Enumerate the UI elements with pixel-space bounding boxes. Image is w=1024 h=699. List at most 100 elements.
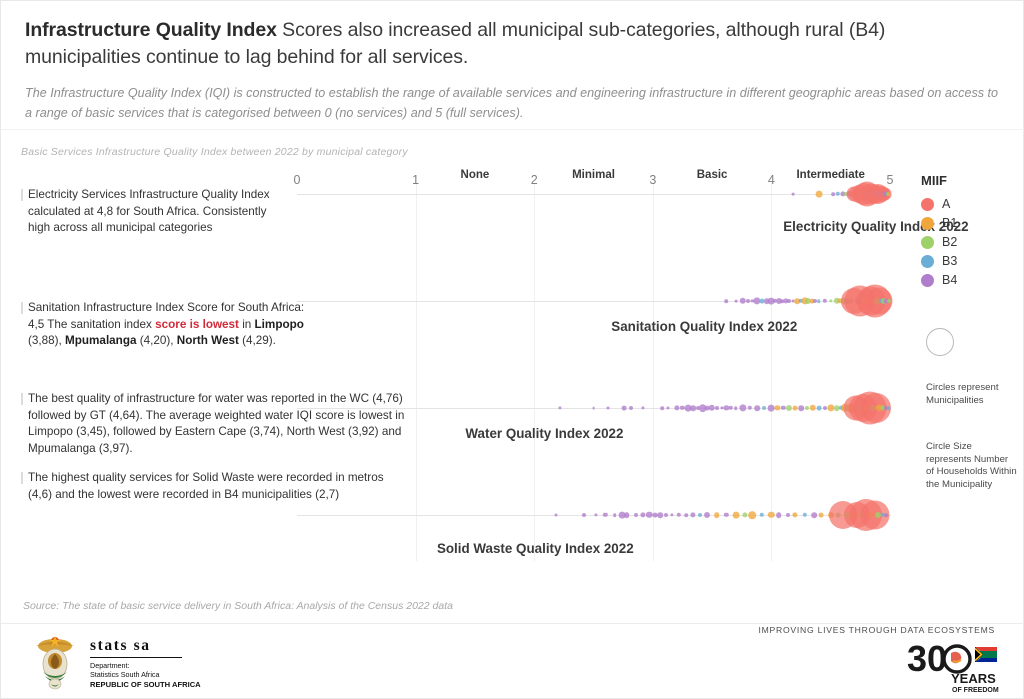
data-point[interactable] bbox=[884, 298, 889, 304]
data-point[interactable] bbox=[822, 406, 827, 410]
data-point[interactable] bbox=[742, 512, 748, 518]
data-point[interactable] bbox=[815, 190, 823, 198]
data-point[interactable] bbox=[618, 511, 626, 519]
data-point[interactable] bbox=[817, 299, 821, 303]
data-point[interactable] bbox=[816, 405, 822, 411]
data-point[interactable] bbox=[708, 404, 716, 412]
data-point[interactable] bbox=[640, 512, 646, 518]
data-point[interactable] bbox=[719, 406, 724, 410]
data-point[interactable] bbox=[734, 406, 738, 410]
data-point[interactable] bbox=[829, 299, 833, 303]
data-point[interactable] bbox=[676, 512, 682, 518]
data-point[interactable] bbox=[704, 405, 710, 411]
data-point[interactable] bbox=[791, 192, 795, 196]
data-point[interactable] bbox=[787, 299, 792, 303]
data-point[interactable] bbox=[772, 298, 778, 304]
data-point[interactable] bbox=[833, 297, 840, 305]
data-point[interactable] bbox=[594, 513, 598, 517]
data-point[interactable] bbox=[844, 192, 849, 196]
data-point[interactable] bbox=[750, 299, 755, 303]
data-point[interactable] bbox=[763, 298, 770, 304]
data-point[interactable] bbox=[734, 299, 738, 303]
data-point[interactable] bbox=[634, 513, 639, 517]
data-point[interactable] bbox=[753, 297, 761, 305]
data-point[interactable] bbox=[680, 405, 685, 411]
data-point[interactable] bbox=[748, 511, 757, 519]
data-point[interactable] bbox=[827, 404, 835, 412]
data-point[interactable] bbox=[804, 406, 809, 410]
data-point[interactable] bbox=[786, 513, 790, 517]
data-point[interactable] bbox=[781, 405, 786, 411]
data-point[interactable] bbox=[606, 406, 610, 410]
data-point[interactable] bbox=[690, 405, 696, 411]
data-point[interactable] bbox=[666, 406, 670, 410]
data-point[interactable] bbox=[724, 299, 729, 303]
data-point[interactable] bbox=[747, 405, 753, 411]
data-point[interactable] bbox=[670, 513, 674, 517]
data-point[interactable] bbox=[673, 405, 680, 411]
data-point[interactable] bbox=[652, 512, 658, 518]
data-point[interactable] bbox=[792, 405, 798, 411]
data-point[interactable] bbox=[739, 404, 747, 412]
data-point[interactable] bbox=[809, 404, 817, 412]
data-point[interactable] bbox=[835, 191, 841, 197]
data-point[interactable] bbox=[876, 404, 883, 412]
data-point[interactable] bbox=[698, 404, 707, 412]
data-point[interactable] bbox=[875, 512, 882, 518]
data-point[interactable] bbox=[880, 405, 886, 411]
data-point[interactable] bbox=[887, 406, 891, 410]
data-point[interactable] bbox=[732, 511, 740, 519]
data-point[interactable] bbox=[811, 512, 817, 518]
data-point[interactable] bbox=[884, 406, 889, 410]
data-point[interactable] bbox=[831, 192, 835, 196]
data-point[interactable] bbox=[837, 298, 843, 304]
data-point[interactable] bbox=[704, 512, 711, 518]
data-point[interactable] bbox=[880, 512, 886, 518]
data-point[interactable] bbox=[684, 404, 692, 412]
data-point[interactable] bbox=[723, 405, 729, 411]
data-point[interactable] bbox=[613, 513, 617, 517]
data-point[interactable] bbox=[818, 512, 824, 518]
data-point[interactable] bbox=[603, 512, 608, 518]
data-point[interactable] bbox=[783, 298, 789, 304]
data-point[interactable] bbox=[767, 404, 775, 412]
data-point[interactable] bbox=[791, 299, 795, 303]
data-point[interactable] bbox=[798, 405, 804, 411]
data-point[interactable] bbox=[794, 298, 801, 304]
legend-item-b3[interactable]: B3 bbox=[921, 254, 1021, 268]
data-point[interactable] bbox=[886, 299, 891, 303]
legend-item-a[interactable]: A bbox=[921, 197, 1021, 211]
data-point[interactable] bbox=[714, 406, 719, 410]
data-point[interactable] bbox=[759, 512, 765, 518]
legend-item-b2[interactable]: B2 bbox=[921, 235, 1021, 249]
data-point[interactable] bbox=[759, 298, 765, 304]
data-point[interactable] bbox=[660, 406, 665, 410]
data-point[interactable] bbox=[775, 512, 782, 518]
data-point[interactable] bbox=[780, 299, 784, 303]
data-point[interactable] bbox=[822, 298, 827, 304]
data-point[interactable] bbox=[554, 513, 558, 517]
data-point[interactable] bbox=[809, 298, 815, 304]
data-point[interactable] bbox=[684, 513, 688, 517]
data-point[interactable] bbox=[724, 512, 729, 518]
legend-item-b4[interactable]: B4 bbox=[921, 273, 1021, 287]
data-point[interactable] bbox=[768, 511, 775, 519]
data-point[interactable] bbox=[698, 513, 703, 517]
data-point[interactable] bbox=[754, 405, 760, 411]
data-point[interactable] bbox=[629, 406, 634, 410]
legend-item-b1[interactable]: B1 bbox=[921, 216, 1021, 230]
data-point[interactable] bbox=[792, 512, 798, 518]
data-point[interactable] bbox=[739, 297, 747, 305]
data-point[interactable] bbox=[695, 406, 700, 410]
data-point[interactable] bbox=[558, 406, 562, 410]
data-point[interactable] bbox=[775, 298, 782, 304]
data-point[interactable] bbox=[663, 513, 668, 517]
data-point[interactable] bbox=[884, 513, 889, 517]
data-point[interactable] bbox=[714, 512, 720, 518]
data-point[interactable] bbox=[813, 299, 818, 303]
data-point[interactable] bbox=[623, 512, 630, 518]
data-point[interactable] bbox=[833, 405, 840, 411]
data-point[interactable] bbox=[801, 297, 809, 305]
data-point[interactable] bbox=[657, 512, 663, 518]
data-point[interactable] bbox=[802, 512, 807, 518]
